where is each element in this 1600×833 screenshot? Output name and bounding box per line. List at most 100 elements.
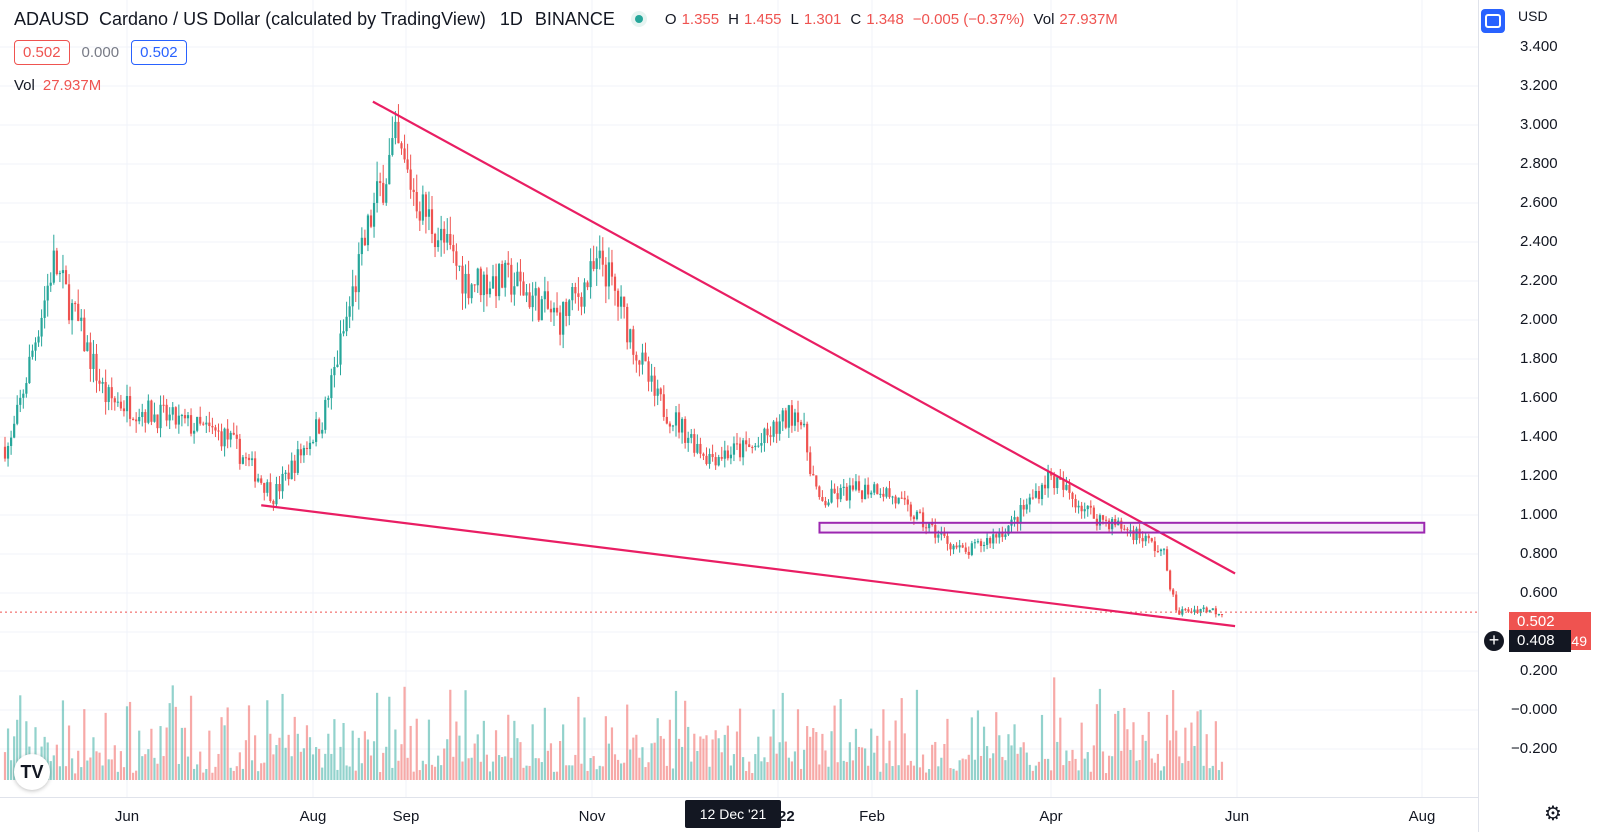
volume-bar	[1117, 710, 1120, 780]
candle-body	[501, 264, 504, 288]
candle-body	[412, 189, 415, 193]
volume-bar	[1184, 727, 1187, 780]
volume-bar	[132, 772, 135, 780]
candle-body	[83, 317, 86, 352]
volume-bar	[1217, 770, 1220, 780]
candle-body	[247, 457, 251, 461]
candle-body	[864, 484, 867, 500]
volume-bar	[647, 762, 650, 780]
volume-bar	[705, 735, 708, 780]
volume-bar	[1062, 765, 1065, 780]
volume-bar	[110, 759, 113, 780]
volume-bar	[873, 752, 876, 780]
candle-body	[1205, 607, 1208, 613]
compare-toggle-icon[interactable]	[1481, 9, 1505, 33]
volume-bar	[269, 733, 272, 780]
price-axis[interactable]	[1478, 0, 1600, 832]
volume-bar	[504, 756, 507, 780]
candle-body	[482, 274, 485, 296]
volume-bar	[1098, 688, 1102, 780]
volume-bar	[894, 720, 897, 780]
candle-body	[921, 512, 925, 528]
timeframe[interactable]: 1D	[499, 8, 523, 29]
candle-body	[296, 449, 299, 473]
volume-bar	[211, 772, 214, 780]
volume-bar	[189, 695, 193, 780]
volume-bar	[973, 759, 976, 780]
exchange: BINANCE	[534, 8, 615, 29]
symbol-ticker[interactable]: ADAUSD	[14, 8, 90, 29]
volume-bar	[275, 745, 278, 780]
candle-body	[275, 484, 278, 505]
candle-body	[760, 443, 763, 446]
candle-body	[147, 400, 150, 423]
candle-body	[86, 342, 89, 352]
candle-body	[647, 361, 650, 382]
currency-label[interactable]: USD	[1518, 8, 1548, 24]
volume-bar	[1193, 745, 1196, 780]
volume-bar	[446, 739, 449, 780]
volume-bar	[976, 710, 980, 780]
volume-bar	[510, 757, 513, 780]
volume-bar	[681, 746, 684, 780]
volume-bar	[662, 738, 665, 780]
volume-bar	[214, 766, 217, 780]
volume-bar	[1080, 722, 1083, 780]
candle-body	[891, 496, 894, 498]
volume-bar	[1153, 762, 1156, 780]
volume-bar	[882, 709, 885, 780]
candle-body	[1019, 504, 1022, 524]
candle-body	[52, 250, 55, 283]
volume-bar	[144, 754, 147, 780]
candle-body	[918, 511, 922, 513]
volume-bar	[897, 765, 900, 780]
volume-bar	[376, 692, 379, 780]
candle-body	[388, 154, 391, 185]
candle-body	[1101, 515, 1105, 520]
candle-body	[40, 317, 43, 337]
candle-body	[418, 211, 421, 221]
plus-icon[interactable]: +	[1484, 631, 1504, 651]
candle-body	[223, 428, 226, 447]
volume-bar	[254, 735, 257, 780]
volume-legend[interactable]: Vol 27.937M	[14, 77, 101, 94]
volume-legend-value: 27.937M	[42, 77, 102, 94]
tradingview-logo[interactable]: TV	[14, 754, 50, 790]
volume-legend-label: Vol	[14, 77, 35, 94]
volume-bar	[467, 758, 470, 780]
volume-bar	[372, 741, 376, 780]
volume-bar	[199, 751, 202, 780]
price-chart[interactable]	[0, 0, 1478, 797]
volume-bar	[586, 770, 589, 780]
candle-body	[1056, 477, 1059, 489]
volume-bar	[193, 768, 196, 780]
candle-body	[659, 388, 662, 395]
volume-bar	[1059, 717, 1062, 780]
volume-bar	[336, 769, 339, 780]
candle-body	[257, 478, 260, 482]
price-tick-label: 1.400	[1520, 428, 1558, 445]
candle-body	[656, 388, 659, 396]
candle-body	[708, 454, 711, 464]
candle-body	[101, 382, 104, 384]
gear-icon[interactable]: ⚙	[1544, 803, 1562, 825]
volume-bar	[815, 732, 818, 780]
volume-bar	[830, 731, 833, 780]
volume-bar	[559, 740, 562, 780]
volume-bar	[711, 739, 714, 780]
candle-body	[89, 342, 92, 369]
volume-bar	[308, 737, 312, 780]
volume-bar	[513, 720, 516, 780]
volume-bar	[571, 765, 574, 780]
buy-button[interactable]: 0.502	[131, 40, 187, 65]
volume-bar	[1004, 760, 1007, 780]
volume-bar	[549, 743, 553, 780]
sell-button[interactable]: 0.502	[14, 40, 70, 65]
candle-body	[787, 405, 790, 428]
volume-bar	[668, 719, 671, 780]
candle-body	[360, 237, 363, 255]
volume-bar	[552, 771, 556, 780]
volume-bar	[995, 712, 998, 780]
volume-bar	[915, 689, 919, 780]
volume-bar	[790, 761, 793, 780]
